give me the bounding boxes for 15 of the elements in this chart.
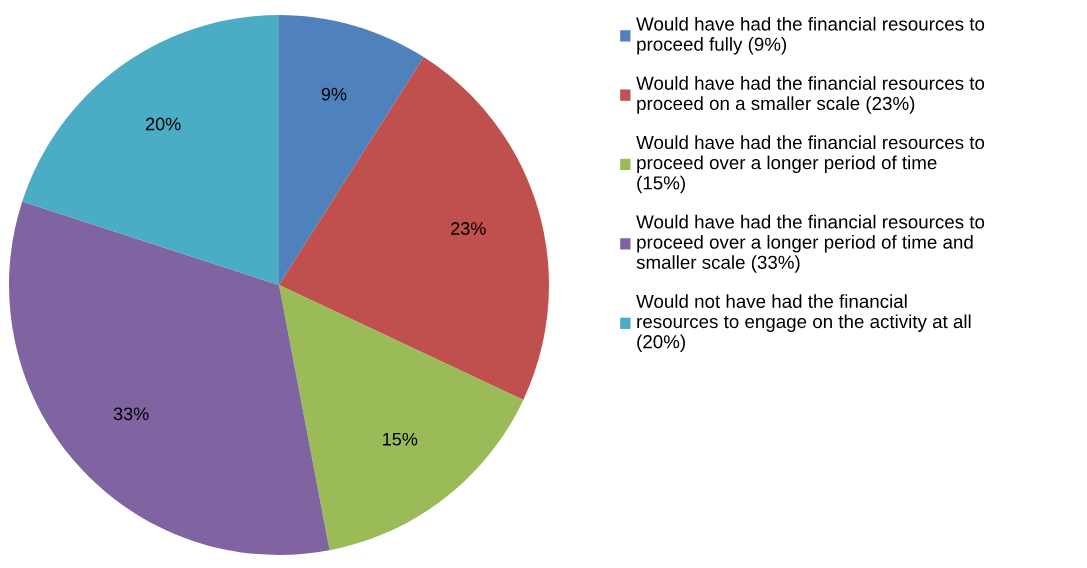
- data-label: 23%: [451, 222, 486, 235]
- legend-label: Would have had the financial resources to proceed over a longer period of time and smaller scale (33%): [636, 214, 985, 273]
- data-label: 15%: [383, 432, 418, 446]
- data-label: 9%: [321, 87, 347, 101]
- pie-slice: [279, 57, 549, 400]
- data-label: 33%: [113, 407, 149, 421]
- pie-slice: [279, 15, 424, 285]
- pie-slice: [279, 285, 524, 551]
- pie-slice: [9, 201, 330, 555]
- data-label: 20%: [145, 117, 181, 131]
- legend-label: Would have had the financial resources to proceed fully (9%): [636, 16, 985, 55]
- legend-label: Would have had the financial resources to proceed over a longer period of time (15%): [636, 135, 985, 194]
- legend-label: Would not have had the financial resources to engage on the activity at all (20%): [636, 294, 971, 353]
- legend-label: Would have had the financial resources to proceed on a smaller scale (23%): [636, 76, 985, 114]
- pie-slice: [22, 15, 279, 285]
